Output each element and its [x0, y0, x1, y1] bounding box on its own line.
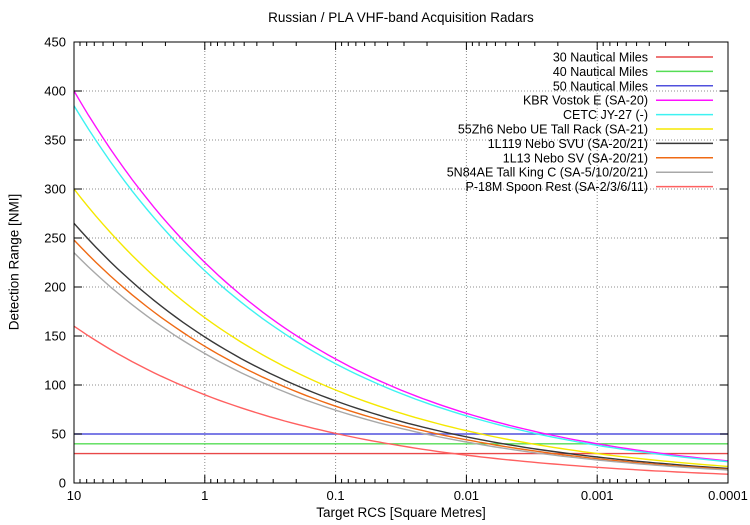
- legend-label: 50 Nautical Miles: [553, 79, 648, 93]
- legend-label: 1L13 Nebo SV (SA-20/21): [503, 151, 648, 165]
- y-tick-label: 300: [44, 182, 66, 197]
- x-tick-label: 0.01: [454, 488, 479, 503]
- legend-entry: 55Zh6 Nebo UE Tall Rack (SA-21): [458, 123, 713, 137]
- y-tick-label: 100: [44, 378, 66, 393]
- legend-label: 30 Nautical Miles: [553, 51, 648, 65]
- x-tick-label: 0.1: [327, 488, 345, 503]
- legend-label: CETC JY-27 (-): [563, 108, 648, 122]
- y-tick-label: 150: [44, 329, 66, 344]
- series-curve-9: [73, 325, 729, 475]
- legend-entry: 40 Nautical Miles: [553, 65, 713, 79]
- y-tick-label: 0: [59, 476, 66, 491]
- legend-label: 1L119 Nebo SVU (SA-20/21): [488, 137, 648, 151]
- x-tick-label: 1: [201, 488, 208, 503]
- series-curve-8: [73, 252, 729, 471]
- legend-entry: KBR Vostok E (SA-20): [523, 94, 713, 108]
- x-axis-label: Target RCS [Square Metres]: [316, 505, 486, 520]
- legend-label: 55Zh6 Nebo UE Tall Rack (SA-21): [458, 123, 648, 137]
- y-tick-label: 250: [44, 231, 66, 246]
- y-tick-label: 200: [44, 280, 66, 295]
- x-tick-label: 10: [67, 488, 81, 503]
- legend-entry: 30 Nautical Miles: [553, 51, 713, 65]
- chart-title: Russian / PLA VHF-band Acquisition Radar…: [268, 10, 534, 25]
- legend-entry: 1L13 Nebo SV (SA-20/21): [503, 151, 713, 165]
- legend-entry: 5N84AE Tall King C (SA-5/10/20/21): [447, 166, 713, 180]
- legend-entry: 50 Nautical Miles: [553, 79, 713, 93]
- series-curve-3: [73, 90, 729, 462]
- legend-label: 5N84AE Tall King C (SA-5/10/20/21): [447, 166, 648, 180]
- y-tick-label: 450: [44, 35, 66, 50]
- legend-entry: P-18M Spoon Rest (SA-2/3/6/11): [466, 180, 713, 194]
- legend-label: 40 Nautical Miles: [553, 65, 648, 79]
- series-curve-6: [73, 222, 729, 470]
- legend-entry: CETC JY-27 (-): [563, 108, 713, 122]
- legend-label: KBR Vostok E (SA-20): [523, 94, 648, 108]
- y-tick-label: 400: [44, 84, 66, 99]
- y-tick-label: 50: [52, 427, 66, 442]
- x-tick-label: 0.0001: [708, 488, 748, 503]
- series-curve-7: [73, 239, 729, 471]
- series-curve-5: [73, 188, 729, 468]
- series-curve-4: [73, 105, 729, 463]
- legend-label: P-18M Spoon Rest (SA-2/3/6/11): [466, 180, 649, 194]
- x-tick-label: 0.001: [581, 488, 614, 503]
- legend-entry: 1L119 Nebo SVU (SA-20/21): [488, 137, 713, 151]
- y-tick-label: 350: [44, 133, 66, 148]
- plot-border: [73, 41, 729, 484]
